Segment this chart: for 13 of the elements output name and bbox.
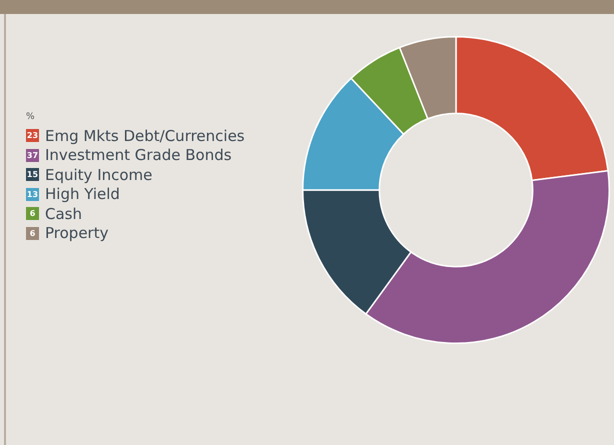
legend-label: Cash (45, 204, 82, 223)
data-label: 15 (26, 168, 39, 182)
data-label: 23 (26, 129, 39, 142)
data-label: 37 (26, 148, 39, 162)
legend-label: Emg Mkts Debt/Currencies (45, 126, 245, 145)
data-label: 6 (26, 226, 39, 240)
legend-label: Equity Income (45, 166, 152, 184)
legend-title: % (26, 112, 36, 122)
data-label: 6 (26, 207, 39, 220)
legend-label: High Yield (45, 185, 120, 204)
legend-label: Property (45, 224, 108, 242)
legend-label: Investment Grade Bonds (45, 146, 232, 164)
data-label: 13 (26, 188, 39, 201)
